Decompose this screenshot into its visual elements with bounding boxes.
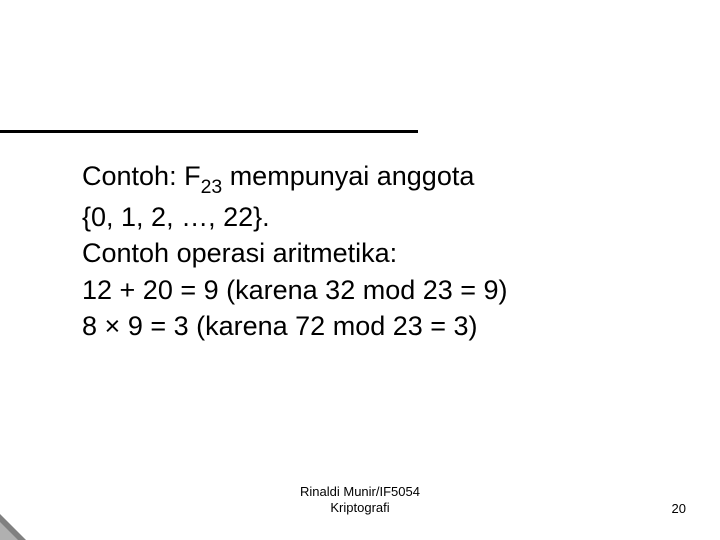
body-line-2: {0, 1, 2, …, 22}. [82, 199, 702, 235]
body-line-1: Contoh: F23 mempunyai anggota [82, 158, 702, 199]
body-line-1-prefix: Contoh: F [82, 161, 201, 191]
body-line-5-left: 8 [82, 311, 105, 341]
body-line-3: Contoh operasi aritmetika: [82, 235, 702, 271]
body-line-5-right: 9 = 3 (karena 72 mod 23 = 3) [120, 311, 477, 341]
body-line-4: 12 + 20 = 9 (karena 32 mod 23 = 9) [82, 272, 702, 308]
footer-line-2: Kriptografi [0, 500, 720, 516]
horizontal-rule [0, 130, 418, 133]
body-text: Contoh: F23 mempunyai anggota {0, 1, 2, … [82, 158, 702, 344]
body-line-1-rest: mempunyai anggota [222, 161, 474, 191]
body-line-1-subscript: 23 [201, 176, 223, 198]
footer-line-1: Rinaldi Munir/IF5054 [0, 484, 720, 500]
footer: Rinaldi Munir/IF5054 Kriptografi [0, 484, 720, 517]
multiply-symbol: × [105, 311, 121, 341]
body-line-5: 8 × 9 = 3 (karena 72 mod 23 = 3) [82, 308, 702, 344]
slide: Contoh: F23 mempunyai anggota {0, 1, 2, … [0, 0, 720, 540]
slide-number: 20 [672, 501, 686, 516]
corner-accent-inner [0, 522, 18, 540]
